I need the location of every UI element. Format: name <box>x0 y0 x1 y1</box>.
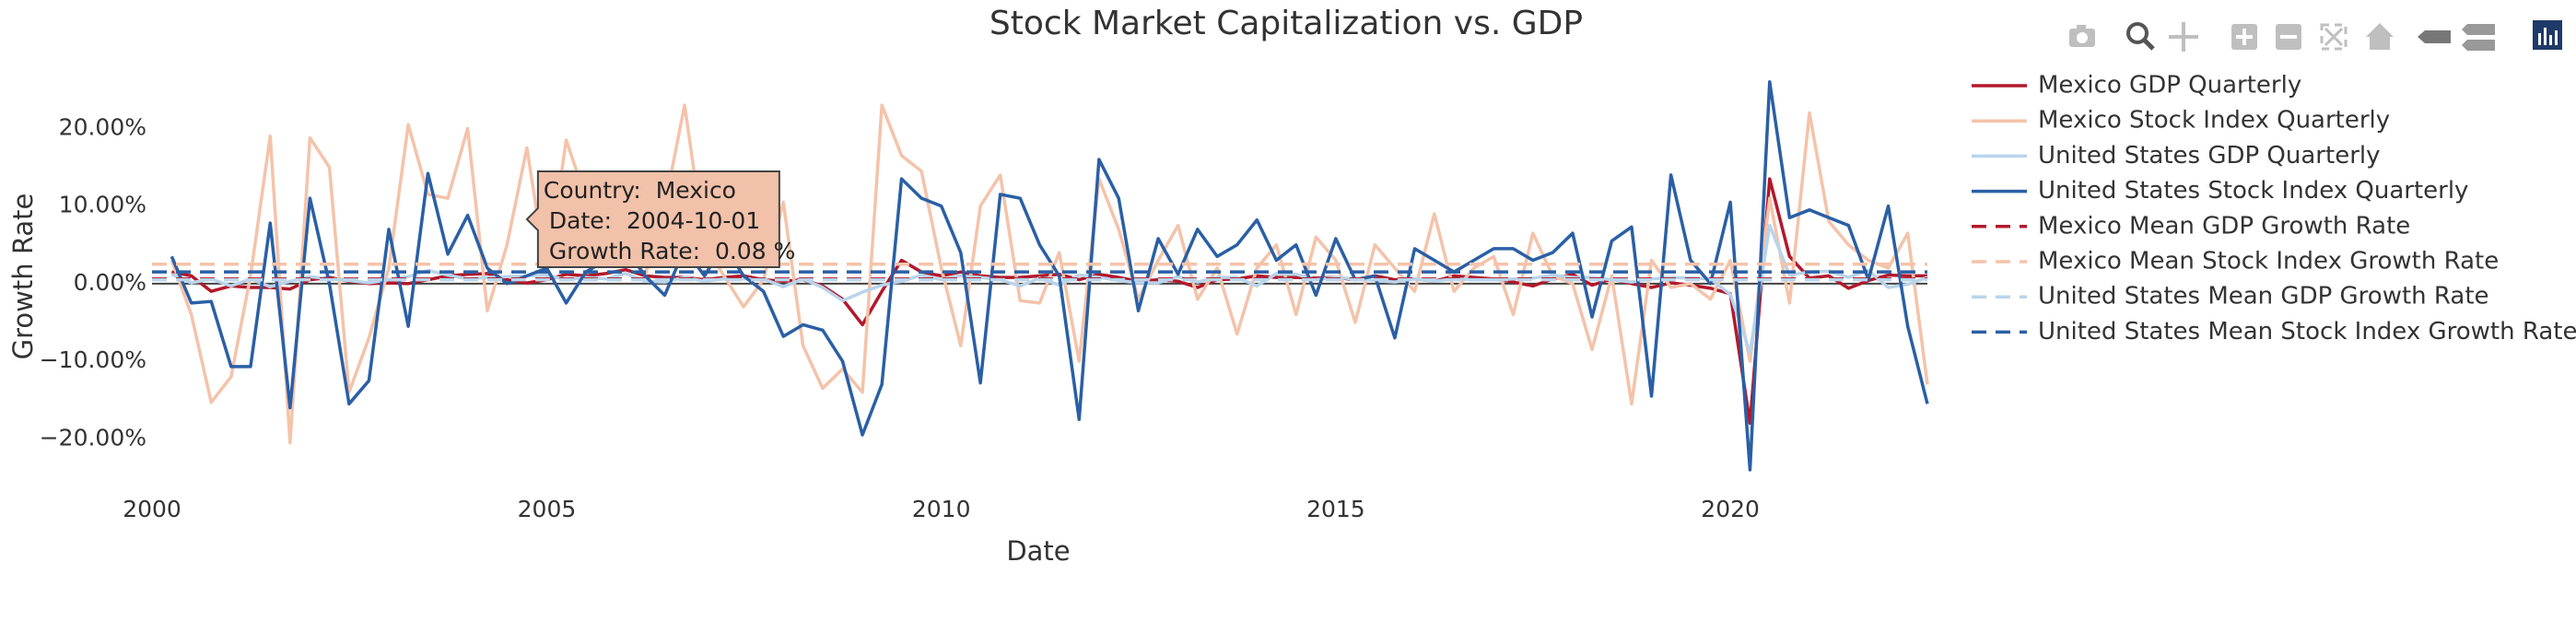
pan-icon[interactable] <box>2169 22 2198 52</box>
spike-icon[interactable] <box>2418 30 2451 43</box>
series-line <box>171 177 1927 426</box>
legend-label: Mexico Mean GDP Growth Rate <box>2038 212 2410 240</box>
legend-item[interactable]: Mexico Mean Stock Index Growth Rate <box>1972 248 2499 275</box>
legend-item[interactable]: Mexico GDP Quarterly <box>1972 72 2301 100</box>
zoom-out-icon[interactable] <box>2276 24 2301 50</box>
reset-icon[interactable] <box>2366 23 2394 50</box>
series-line <box>170 80 1929 472</box>
legend-item[interactable]: United States Stock Index Quarterly <box>1972 177 2468 205</box>
chart-title: Stock Market Capitalization vs. GDP <box>989 5 1583 42</box>
series-line <box>170 103 1929 445</box>
legend-item[interactable]: Mexico Mean GDP Growth Rate <box>1972 212 2410 240</box>
legend: Mexico GDP Quarterly Mexico Stock Index Q… <box>1972 72 2576 346</box>
x-tick-label: 2005 <box>518 496 577 522</box>
zoom-icon[interactable] <box>2126 22 2155 51</box>
plot-area: −20.00% −10.00% 0.00% 10.00% 20.00% 2000 2005 2… <box>40 80 1929 522</box>
y-axis-title: Growth Rate <box>7 193 39 360</box>
legend-item[interactable]: United States Mean Stock Index Growth Ra… <box>1972 318 2576 346</box>
x-tick-label: 2015 <box>1306 496 1365 522</box>
legend-label: United States Stock Index Quarterly <box>2038 177 2468 205</box>
y-tick-label: −10.00% <box>40 346 146 373</box>
autoscale-icon[interactable] <box>2320 23 2348 51</box>
hover-text: Growth Rate: 0.08 % <box>549 238 795 264</box>
legend-item[interactable]: United States Mean GDP Growth Rate <box>1972 283 2489 310</box>
hover-box <box>525 170 780 268</box>
legend-label: United States GDP Quarterly <box>2038 142 2381 170</box>
hover-label: Country: Mexico Date: 2004-10-01 Growth Ra… <box>525 170 795 268</box>
legend-label: United States Mean GDP Growth Rate <box>2038 283 2489 310</box>
hover-text: Country: Mexico <box>544 177 736 204</box>
camera-icon[interactable] <box>2069 25 2095 47</box>
x-tick-label: 2000 <box>123 496 181 522</box>
legend-label: United States Mean Stock Index Growth Ra… <box>2038 318 2576 346</box>
y-tick-label: 0.00% <box>74 269 146 296</box>
hover-text: Date: 2004-10-01 <box>549 207 760 234</box>
x-tick-label: 2020 <box>1701 496 1760 522</box>
y-tick-label: −20.00% <box>40 424 146 451</box>
y-tick-label: 10.00% <box>59 192 146 218</box>
modebar <box>2069 20 2562 52</box>
legend-item[interactable]: Mexico Stock Index Quarterly <box>1972 107 2390 135</box>
legend-item[interactable]: United States GDP Quarterly <box>1972 142 2381 170</box>
plotly-logo[interactable] <box>2533 20 2562 50</box>
y-tick-label: 20.00% <box>59 113 146 140</box>
zoom-in-icon[interactable] <box>2231 24 2257 50</box>
x-axis-title: Date <box>1006 535 1070 567</box>
compare-icon[interactable] <box>2462 24 2495 51</box>
legend-label: Mexico GDP Quarterly <box>2038 72 2301 100</box>
legend-label: Mexico Mean Stock Index Growth Rate <box>2038 248 2499 275</box>
legend-label: Mexico Stock Index Quarterly <box>2038 107 2390 135</box>
x-tick-label: 2010 <box>912 496 971 522</box>
